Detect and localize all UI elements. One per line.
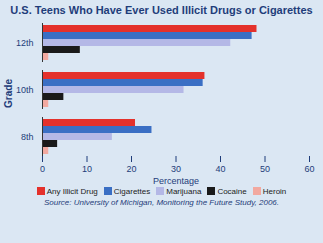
svg-text:8th: 8th <box>21 132 34 142</box>
html-text:Cigarettes: Cigarettes <box>113 187 151 196</box>
svg-text:40: 40 <box>215 164 225 174</box>
html-text:Marijuana: Marijuana <box>166 187 202 196</box>
svg-text:10: 10 <box>82 164 92 174</box>
svg-text:0: 0 <box>40 164 45 174</box>
svg-text:10th: 10th <box>16 85 34 95</box>
html-text:Any Illicit Drug: Any Illicit Drug <box>46 187 98 196</box>
html-text:Heroin: Heroin <box>262 187 287 196</box>
html-text:Cocaine: Cocaine <box>217 187 247 196</box>
html-text:U.S. Teens Who Have Ever Used: U.S. Teens Who Have Ever Used Illicit Dr… <box>10 4 313 16</box>
svg-text:12th: 12th <box>16 38 34 48</box>
svg-text:20: 20 <box>126 164 136 174</box>
html-text:Grade: Grade <box>3 79 14 108</box>
html-text:Source: University of Michigan: Source: University of Michigan, Monitori… <box>44 198 279 207</box>
svg-text:30: 30 <box>171 164 181 174</box>
svg-text:Percentage: Percentage <box>153 176 199 186</box>
svg-text:50: 50 <box>260 164 270 174</box>
svg-text:60: 60 <box>304 164 314 174</box>
